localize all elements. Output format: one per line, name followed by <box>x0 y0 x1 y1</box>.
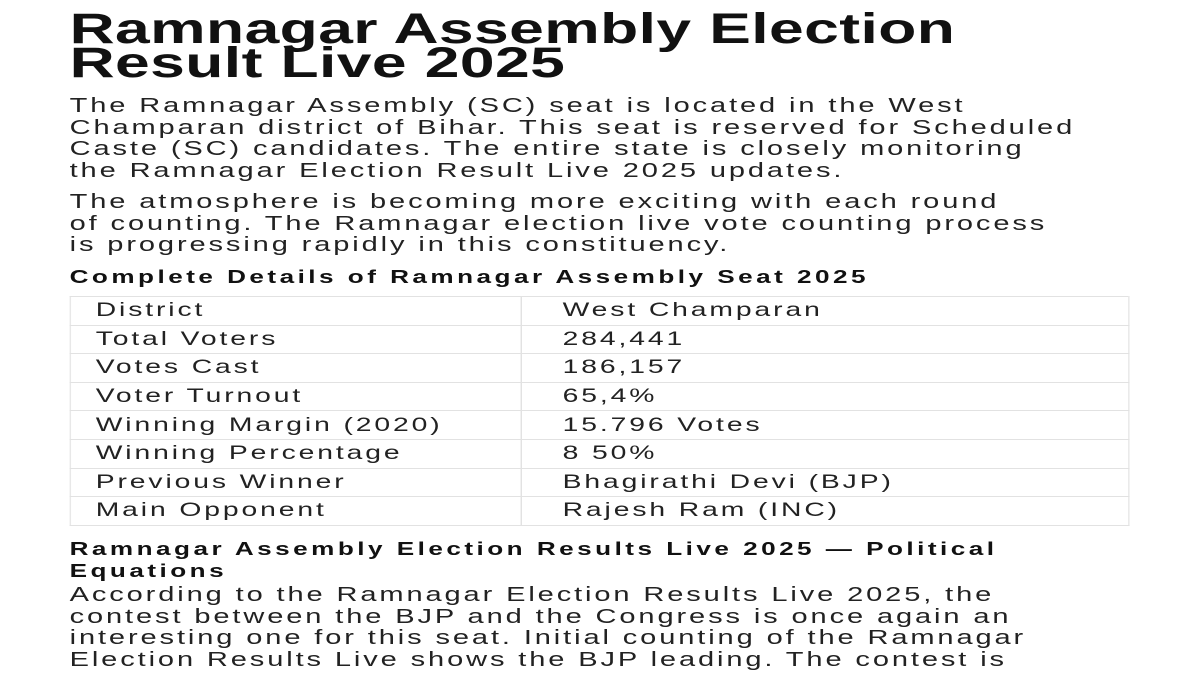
text-line: the Ramnagar Election Result Live 2025 u… <box>69 159 845 182</box>
text-line: is progressing rapidly in this constitue… <box>69 234 731 256</box>
row-label: Winning Margin (2020) <box>69 410 523 440</box>
text-line: Caste (SC) candidates. The entire state … <box>69 138 1025 160</box>
title-line: Result Live 2025 <box>69 39 566 87</box>
row-label: Main Opponent <box>69 496 523 526</box>
row-value: 8 50% <box>521 438 1130 469</box>
row-value: Bhagirathi Devi (BJP) <box>521 467 1130 498</box>
heading-line: Equations <box>69 560 228 581</box>
text-line: Election Results Live shows the BJP lead… <box>69 648 1007 671</box>
text-line: contest between the BJP and the Congress… <box>69 605 1012 628</box>
row-label: Voter Turnout <box>69 381 523 412</box>
text-line: interesting one for this seat. Initial c… <box>69 627 1027 649</box>
equations-heading: Ramnagar Assembly Election Results Live … <box>70 539 998 582</box>
heading-text: Complete Details of Ramnagar Assembly Se… <box>69 267 870 287</box>
row-value: 65,4% <box>521 381 1130 412</box>
text-line: of counting. The Ramnagar election live … <box>69 212 1048 235</box>
equations-paragraph: According to the Ramnagar Election Resul… <box>69 584 1027 671</box>
row-label: Winning Percentage <box>69 438 523 469</box>
title-line: Ramnagar Assembly Election <box>69 5 956 53</box>
row-label: Previous Winner <box>69 467 523 498</box>
row-value: 186,157 <box>521 353 1130 383</box>
row-label: Votes Cast <box>69 353 523 383</box>
table-row: Votes Cast 186,157 <box>69 353 1130 383</box>
table-row: Previous Winner Bhagirathi Devi (BJP) <box>69 467 1130 498</box>
row-value: West Champaran <box>521 296 1130 326</box>
details-table: District West Champaran Total Voters 284,44… <box>69 296 1130 526</box>
counting-paragraph: The atmosphere is becoming more exciting… <box>69 191 1048 257</box>
text-line: The atmosphere is becoming more exciting… <box>69 191 1000 213</box>
table-row: Voter Turnout 65,4% <box>69 381 1130 412</box>
row-label: Total Voters <box>69 324 523 355</box>
text-line: The Ramnagar Assembly (SC) seat is locat… <box>69 95 966 117</box>
heading-line: Ramnagar Assembly Election Results Live … <box>69 539 998 559</box>
text-line: Champaran district of Bihar. This seat i… <box>69 116 1076 139</box>
table-row: Total Voters 284,441 <box>69 324 1130 355</box>
row-value: 15.796 Votes <box>521 410 1130 440</box>
details-heading: Complete Details of Ramnagar Assembly Se… <box>70 267 869 289</box>
page-title: Ramnagar Assembly Election Result Live 2… <box>69 5 956 87</box>
intro-paragraph: The Ramnagar Assembly (SC) seat is locat… <box>69 95 1076 182</box>
table-row: District West Champaran <box>69 296 1130 326</box>
row-value: 284,441 <box>521 324 1130 355</box>
text-line: According to the Ramnagar Election Resul… <box>69 584 995 606</box>
table-row: Winning Percentage 8 50% <box>69 438 1130 469</box>
table-row: Winning Margin (2020) 15.796 Votes <box>69 410 1130 440</box>
row-label: District <box>69 296 523 326</box>
row-value: Rajesh Ram (INC) <box>521 496 1130 526</box>
table-row: Main Opponent Rajesh Ram (INC) <box>69 496 1130 526</box>
